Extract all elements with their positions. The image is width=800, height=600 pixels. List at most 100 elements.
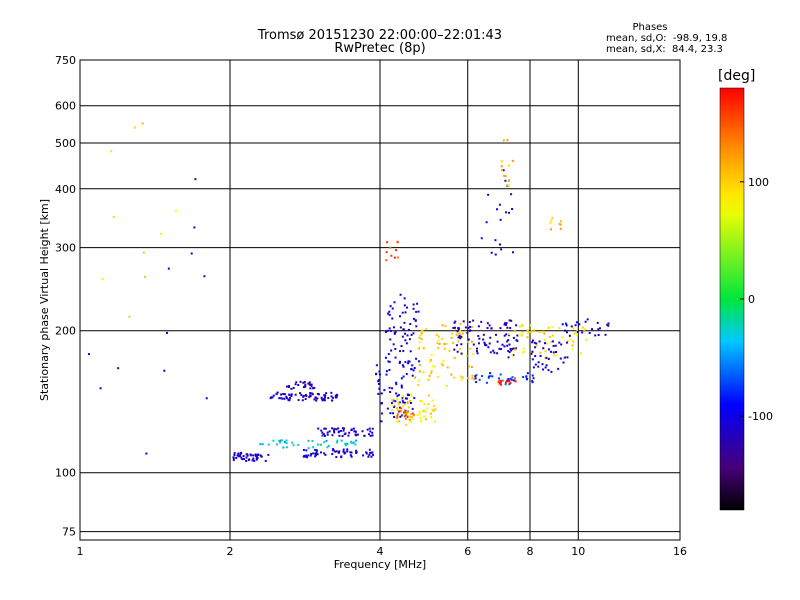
data-point: [487, 193, 490, 196]
data-point: [505, 211, 508, 214]
data-point: [442, 359, 445, 362]
data-point: [559, 220, 562, 223]
data-point: [410, 394, 413, 397]
data-point: [101, 277, 104, 280]
data-point: [440, 362, 443, 365]
data-point: [537, 365, 540, 368]
data-point: [534, 346, 537, 349]
data-point: [521, 351, 524, 354]
data-point: [403, 304, 406, 307]
data-point: [496, 340, 499, 343]
data-point: [355, 450, 358, 453]
data-point: [494, 253, 497, 256]
data-point: [337, 431, 340, 434]
data-point: [249, 453, 252, 456]
data-point: [539, 331, 542, 334]
data-point: [368, 453, 371, 456]
data-point: [489, 336, 492, 339]
data-point: [424, 410, 427, 413]
x-tick-label: 4: [377, 545, 384, 558]
data-point: [279, 441, 282, 444]
data-point: [526, 336, 529, 339]
data-point: [252, 457, 255, 460]
data-point: [400, 386, 403, 389]
data-point: [481, 375, 484, 378]
data-point: [387, 353, 390, 356]
data-point: [560, 343, 563, 346]
data-point: [562, 361, 565, 364]
data-point: [522, 376, 525, 379]
data-point: [343, 452, 346, 455]
data-point: [389, 412, 392, 415]
data-point: [323, 452, 326, 455]
data-point: [334, 396, 337, 399]
data-point: [450, 373, 453, 376]
data-point: [419, 334, 422, 337]
data-point: [411, 415, 414, 418]
data-point: [597, 328, 600, 331]
data-point: [402, 328, 405, 331]
data-point: [194, 178, 197, 181]
data-point: [246, 453, 249, 456]
data-point: [397, 401, 400, 404]
x-tick-label: 2: [227, 545, 234, 558]
data-point: [409, 421, 412, 424]
data-point: [246, 454, 249, 457]
data-point: [470, 340, 473, 343]
data-point: [242, 455, 245, 458]
data-point: [315, 449, 318, 452]
data-point: [304, 393, 307, 396]
data-point: [401, 364, 404, 367]
data-point: [420, 400, 423, 403]
data-point: [394, 331, 397, 334]
data-point: [311, 393, 314, 396]
data-point: [500, 248, 503, 251]
data-point: [558, 341, 561, 344]
x-axis-label: Frequency [MHz]: [334, 558, 426, 571]
data-point: [260, 455, 263, 458]
data-point: [498, 379, 501, 382]
data-point: [272, 439, 275, 442]
data-point: [576, 330, 579, 333]
data-point: [383, 389, 386, 392]
data-point: [405, 423, 408, 426]
data-point: [401, 311, 404, 314]
data-point: [267, 453, 270, 456]
data-point: [542, 330, 545, 333]
data-point: [334, 394, 337, 397]
data-point: [240, 451, 243, 454]
data-point: [468, 329, 471, 332]
data-point: [484, 344, 487, 347]
data-point: [294, 393, 297, 396]
data-point: [389, 246, 392, 249]
data-point: [303, 380, 306, 383]
data-point: [410, 368, 413, 371]
data-point: [476, 352, 479, 355]
data-point: [522, 347, 525, 350]
data-point: [513, 330, 516, 333]
data-point: [554, 344, 557, 347]
data-point: [259, 454, 262, 457]
data-point: [532, 377, 535, 380]
data-point: [354, 443, 357, 446]
data-point: [550, 350, 553, 353]
data-point: [504, 322, 507, 325]
data-point: [572, 327, 575, 330]
data-point: [465, 355, 468, 358]
data-point: [530, 331, 533, 334]
data-point: [163, 369, 166, 372]
data-point: [438, 342, 441, 345]
data-point: [307, 382, 310, 385]
data-point: [406, 306, 409, 309]
data-point: [346, 450, 349, 453]
data-point: [336, 439, 339, 442]
data-point: [485, 381, 488, 384]
data-point: [365, 451, 368, 454]
data-point: [544, 366, 547, 369]
data-point: [504, 175, 507, 178]
data-point: [328, 430, 331, 433]
data-point: [392, 343, 395, 346]
data-point: [399, 410, 402, 413]
data-point: [443, 347, 446, 350]
data-point: [377, 380, 380, 383]
